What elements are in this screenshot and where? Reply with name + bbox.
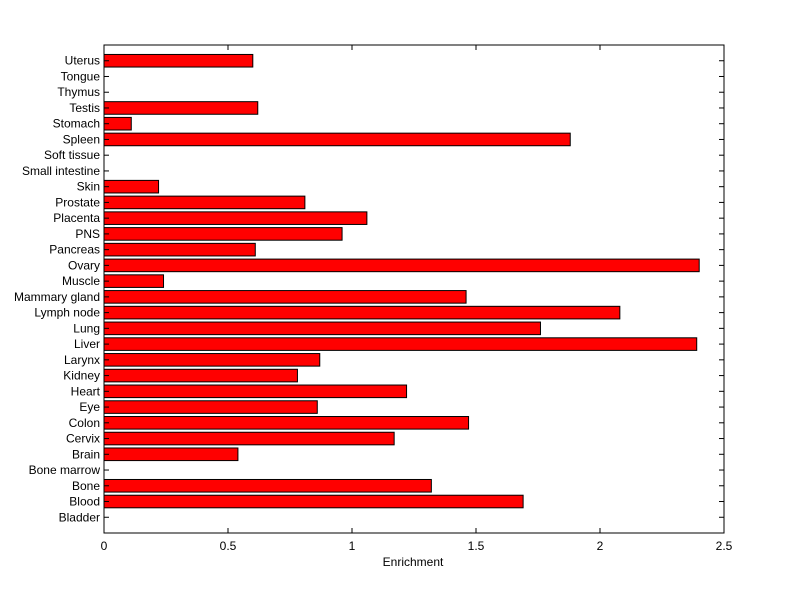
bar <box>103 242 256 257</box>
bar <box>103 337 698 351</box>
category-label: Soft tissue <box>44 148 100 162</box>
bar <box>103 211 368 225</box>
category-label: Thymus <box>57 85 100 99</box>
category-label: Lymph node <box>34 306 100 320</box>
category-label: Placenta <box>53 211 100 225</box>
x-tick-label: 1.5 <box>468 539 485 553</box>
x-tick-label: 2.5 <box>716 539 733 553</box>
bar <box>103 305 621 320</box>
bar <box>103 101 259 115</box>
bar <box>103 195 306 210</box>
category-label: Prostate <box>55 195 100 209</box>
category-label: Stomach <box>53 117 100 131</box>
bar <box>103 132 571 147</box>
category-label: Cervix <box>66 432 100 446</box>
x-tick-labels-group: 0 0.5 1 1.5 2 2.5 <box>101 539 733 553</box>
x-ticks-group <box>103 45 725 533</box>
category-label: Brain <box>72 447 100 461</box>
bar <box>103 258 700 273</box>
category-label: Colon <box>69 416 100 430</box>
bar <box>103 431 395 446</box>
x-axis-title: Enrichment <box>383 555 444 569</box>
category-label: Spleen <box>63 132 100 146</box>
bar <box>103 400 318 414</box>
category-label: Skin <box>77 180 100 194</box>
category-label: Eye <box>79 400 100 414</box>
category-label: Muscle <box>62 274 100 288</box>
category-label: Larynx <box>64 353 100 367</box>
category-label: Pancreas <box>49 243 100 257</box>
bar <box>103 416 470 430</box>
bar <box>103 321 541 336</box>
bar <box>103 368 298 383</box>
category-label: Liver <box>74 337 100 351</box>
y-ticks-group <box>104 60 724 518</box>
category-label: Ovary <box>68 258 100 272</box>
category-label: Bone <box>72 479 100 493</box>
bars-group <box>103 53 700 509</box>
category-label: PNS <box>75 227 100 241</box>
bar <box>103 447 239 462</box>
category-label: Bladder <box>59 510 100 524</box>
bar <box>103 227 343 241</box>
bar <box>103 179 160 194</box>
bar <box>103 478 432 493</box>
x-tick-label: 1 <box>349 539 356 553</box>
category-label: Uterus <box>65 54 100 68</box>
bar <box>103 290 467 304</box>
bar <box>103 274 165 288</box>
category-label: Blood <box>69 495 100 509</box>
category-label: Bone marrow <box>29 463 101 477</box>
category-label: Kidney <box>63 369 100 383</box>
category-label: Tongue <box>61 69 101 83</box>
category-label: Heart <box>71 384 101 398</box>
category-label: Small intestine <box>22 164 100 178</box>
bar <box>103 384 408 399</box>
x-tick-label: 0 <box>101 539 108 553</box>
bar <box>103 494 524 509</box>
x-tick-label: 2 <box>597 539 604 553</box>
category-label: Mammary gland <box>14 290 100 304</box>
bar <box>103 353 321 367</box>
bar <box>103 53 254 68</box>
plot-area-frame <box>103 44 725 534</box>
category-label: Lung <box>73 321 100 335</box>
category-label: Testis <box>69 101 100 115</box>
x-tick-label: 0.5 <box>220 539 237 553</box>
